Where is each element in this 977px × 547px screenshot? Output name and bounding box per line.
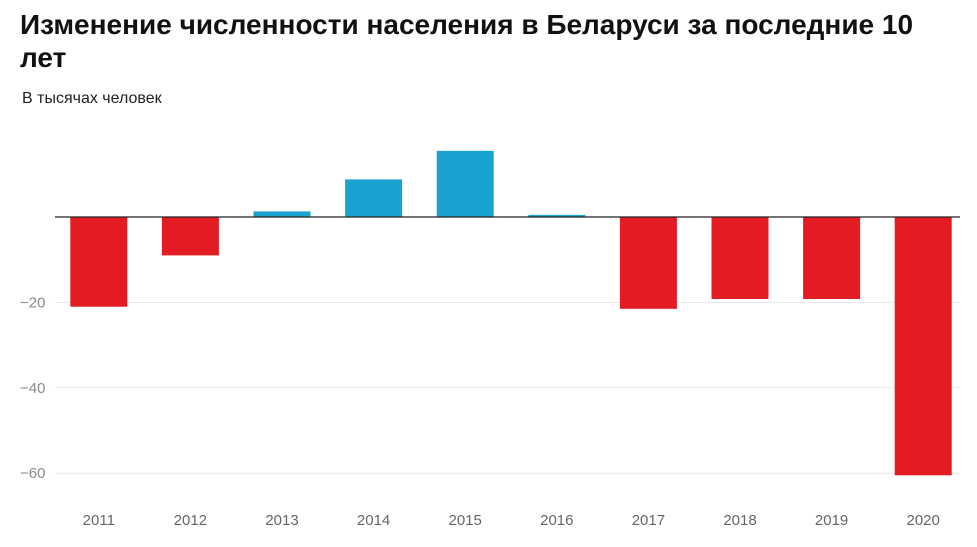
bar-2017	[619, 217, 677, 309]
x-tick-label: 2012	[174, 512, 207, 529]
x-tick-label: 2013	[265, 512, 298, 529]
bar-2014	[345, 179, 403, 217]
bar-2015	[436, 150, 494, 217]
y-tick-label: −60	[20, 465, 45, 482]
x-tick-label: 2018	[723, 512, 756, 529]
x-tick-label: 2011	[83, 512, 115, 529]
y-tick-label: −20	[20, 294, 45, 311]
chart-subtitle: В тысячах человек	[22, 90, 162, 107]
x-tick-label: 2020	[907, 512, 940, 529]
bar-2018	[711, 217, 769, 299]
bar-2020	[894, 217, 952, 476]
x-tick-label: 2019	[815, 512, 848, 529]
chart-title: Изменение численности населения в Белару…	[20, 9, 914, 73]
bar-2012	[161, 217, 219, 256]
x-tick-label: 2016	[540, 512, 573, 529]
bar-2013	[253, 211, 311, 217]
bar-2011	[70, 217, 128, 307]
bar-2019	[803, 217, 861, 299]
bar-2016	[528, 214, 586, 217]
x-tick-label: 2014	[357, 512, 390, 529]
y-tick-label: −40	[20, 380, 45, 397]
x-tick-label: 2017	[632, 512, 665, 529]
x-tick-label: 2015	[449, 512, 482, 529]
